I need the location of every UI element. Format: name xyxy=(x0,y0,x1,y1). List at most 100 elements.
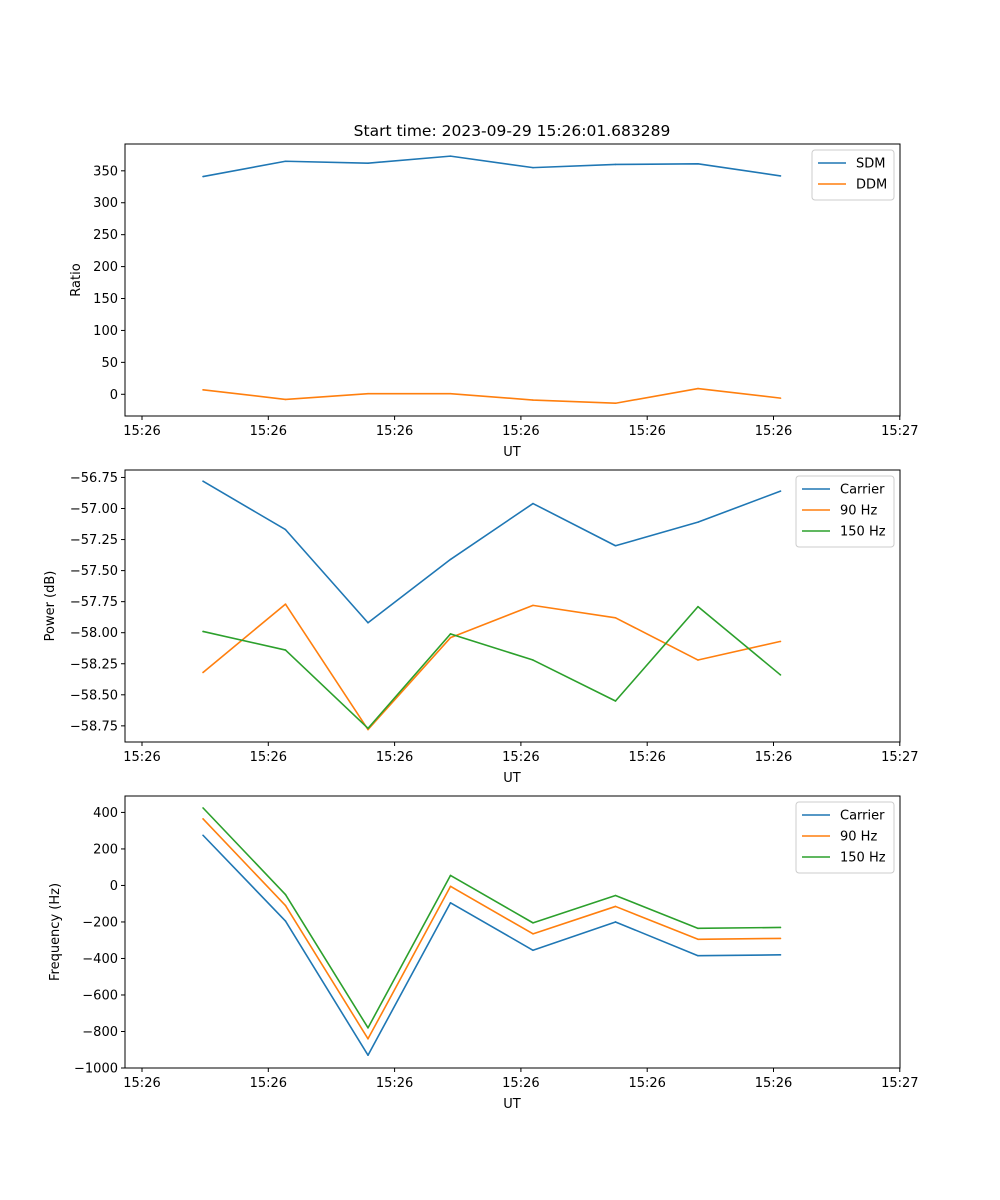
data-point xyxy=(284,528,287,531)
legend-entry: DDM xyxy=(856,178,887,193)
data-point xyxy=(532,922,534,924)
x-tick-label: 15:26 xyxy=(755,424,792,439)
y-tick-label: 0 xyxy=(110,388,118,403)
legend: SDM DDM xyxy=(811,149,895,201)
data-point xyxy=(367,1054,369,1057)
x-axis-label: UT xyxy=(503,445,521,460)
x-tick-label: 15:26 xyxy=(250,750,287,765)
x-tick-label: 15:26 xyxy=(755,1076,792,1091)
data-point xyxy=(449,633,452,635)
y-tick-label: −56.75 xyxy=(70,471,118,486)
y-tick-label: −600 xyxy=(82,988,118,1003)
data-point xyxy=(449,155,452,157)
x-tick-label: 15:26 xyxy=(123,1076,160,1091)
data-point xyxy=(697,162,699,165)
data-point xyxy=(202,175,204,178)
data-point xyxy=(202,389,204,391)
data-point xyxy=(614,163,617,166)
data-point xyxy=(532,933,534,935)
data-point xyxy=(367,728,369,731)
legend-entry: 90 Hz xyxy=(840,830,877,845)
data-point xyxy=(284,893,287,896)
series-line-90-hz xyxy=(202,818,781,1040)
data-point xyxy=(779,937,782,940)
data-point xyxy=(367,1027,369,1029)
data-point xyxy=(367,1037,369,1040)
legend: Carrier 90 Hz 150 Hz xyxy=(795,801,895,874)
legend-frame xyxy=(795,475,895,548)
x-tick-label: 15:26 xyxy=(628,424,665,439)
x-tick-label: 15:27 xyxy=(881,750,918,765)
x-tick-label: 15:26 xyxy=(628,1076,665,1091)
data-point xyxy=(614,905,617,908)
x-tick-label: 15:26 xyxy=(250,1076,287,1091)
x-tick-label: 15:26 xyxy=(123,424,160,439)
y-tick-label: 400 xyxy=(93,806,118,821)
data-point xyxy=(532,502,534,505)
data-point xyxy=(697,954,699,957)
data-point xyxy=(697,605,699,608)
legend-entry: Carrier xyxy=(840,809,885,824)
data-point xyxy=(449,874,452,877)
data-point xyxy=(779,674,782,676)
y-tick-label: −400 xyxy=(82,952,118,967)
x-tick-label: 15:26 xyxy=(250,424,287,439)
legend-entry: 150 Hz xyxy=(840,525,886,540)
data-point xyxy=(449,636,452,639)
legend-entry: Carrier xyxy=(840,483,885,498)
series-line-carrier xyxy=(202,480,781,624)
ratio-panel: Start time: 2023-09-29 15:26:01.683289 U… xyxy=(69,122,919,460)
series-line-90-hz xyxy=(202,603,781,731)
x-tick-label: 15:27 xyxy=(881,1076,918,1091)
legend-entry: 90 Hz xyxy=(840,504,877,519)
frequency-panel: UT Frequency (Hz) 15:26 15:26 15:26 15:26 15… xyxy=(48,795,919,1112)
data-point xyxy=(202,818,204,820)
data-point xyxy=(779,397,782,399)
y-tick-label: −57.50 xyxy=(70,564,118,579)
legend-entry: SDM xyxy=(856,157,885,172)
data-point xyxy=(532,949,534,952)
data-point xyxy=(779,490,782,492)
data-point xyxy=(284,603,287,605)
legend-frame xyxy=(795,801,895,874)
data-point xyxy=(532,604,534,607)
data-point xyxy=(284,904,287,907)
y-tick-label: −58.50 xyxy=(70,688,118,703)
data-point xyxy=(449,558,452,561)
y-tick-label: −57.00 xyxy=(70,502,118,517)
x-tick-label: 15:26 xyxy=(376,424,413,439)
data-point xyxy=(284,649,287,651)
data-point xyxy=(532,166,534,169)
y-tick-label: −58.25 xyxy=(70,657,118,672)
data-point xyxy=(202,671,204,674)
power-panel: UT Power (dB) 15:26 15:26 15:26 15:26 15:26 1… xyxy=(43,469,919,786)
data-point xyxy=(202,807,204,809)
x-tick-label: 15:26 xyxy=(376,750,413,765)
x-axis-label: UT xyxy=(503,771,521,786)
data-point xyxy=(202,834,204,837)
series-line-150-hz xyxy=(202,605,782,730)
data-point xyxy=(614,921,617,923)
data-point xyxy=(614,617,617,619)
y-tick-label: 350 xyxy=(93,164,118,179)
axes-frame xyxy=(124,795,901,1069)
legend: Carrier 90 Hz 150 Hz xyxy=(795,475,895,548)
x-tick-label: 15:26 xyxy=(628,750,665,765)
x-tick-label: 15:26 xyxy=(502,424,539,439)
data-point xyxy=(449,885,452,888)
y-tick-label: 50 xyxy=(101,356,118,371)
y-tick-label: −800 xyxy=(82,1025,118,1040)
data-point xyxy=(779,926,782,929)
chart-title: Start time: 2023-09-29 15:26:01.683289 xyxy=(354,122,671,140)
axes-frame xyxy=(124,469,901,743)
data-point xyxy=(697,521,699,523)
data-point xyxy=(779,954,782,956)
x-tick-label: 15:26 xyxy=(755,750,792,765)
data-point xyxy=(779,175,782,177)
x-axis-label: UT xyxy=(503,1097,521,1112)
data-point xyxy=(532,399,534,401)
x-tick-label: 15:26 xyxy=(502,1076,539,1091)
data-point xyxy=(367,727,369,730)
y-tick-label: 100 xyxy=(93,324,118,339)
